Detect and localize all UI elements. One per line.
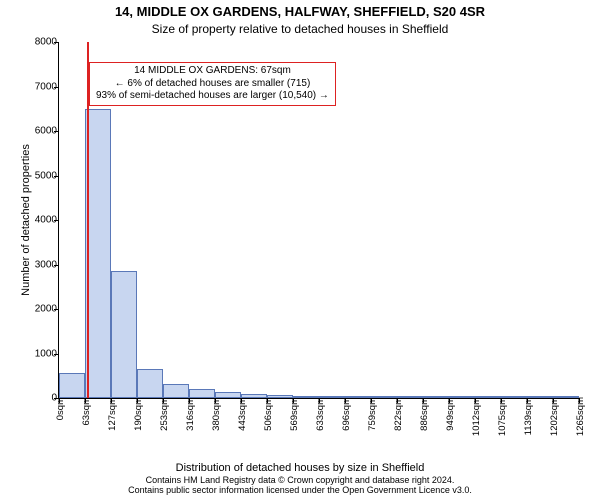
x-tick-label: 696sqm (341, 379, 352, 425)
histogram-bar (59, 373, 85, 398)
histogram-bar (189, 389, 215, 398)
x-tick-label: 506sqm (263, 379, 274, 425)
y-tick-mark (54, 265, 59, 266)
x-tick-label: 759sqm (367, 379, 378, 425)
x-tick-label: 949sqm (445, 379, 456, 425)
histogram-bar (85, 109, 111, 398)
histogram-bar (397, 396, 423, 398)
histogram-bar (371, 396, 397, 398)
histogram-bar (527, 396, 553, 398)
y-tick-mark (54, 309, 59, 310)
histogram-bar (423, 396, 449, 398)
x-tick-label: 380sqm (211, 379, 222, 425)
x-tick-label: 569sqm (289, 379, 300, 425)
y-axis-label: Number of detached properties (20, 144, 32, 296)
annotation-line1: 14 MIDDLE OX GARDENS: 67sqm (96, 65, 329, 78)
histogram-bar (215, 392, 241, 398)
x-tick-label: 633sqm (315, 379, 326, 425)
histogram-bar (553, 396, 579, 398)
histogram-bar (319, 396, 345, 398)
y-tick-mark (54, 87, 59, 88)
x-tick-label: 886sqm (419, 379, 430, 425)
histogram-bar (501, 396, 527, 398)
x-axis-label: Distribution of detached houses by size … (0, 462, 600, 474)
figure: 14, MIDDLE OX GARDENS, HALFWAY, SHEFFIEL… (0, 0, 600, 500)
y-tick-mark (54, 354, 59, 355)
y-tick-mark (54, 131, 59, 132)
y-tick-mark (54, 220, 59, 221)
y-tick-mark (54, 176, 59, 177)
histogram-bar (475, 396, 501, 398)
x-tick-label: 1265sqm (575, 379, 586, 425)
histogram-bar (111, 271, 137, 398)
histogram-bar (293, 396, 319, 398)
y-tick-mark (54, 42, 59, 43)
annotation-line2: ← 6% of detached houses are smaller (715… (96, 78, 329, 91)
footer-credits: Contains HM Land Registry data © Crown c… (0, 476, 600, 496)
histogram-bar (267, 395, 293, 398)
annotation-line3: 93% of semi-detached houses are larger (… (96, 90, 329, 103)
annotation-box: 14 MIDDLE OX GARDENS: 67sqm ← 6% of deta… (89, 62, 336, 106)
chart-title-line2: Size of property relative to detached ho… (0, 22, 600, 36)
histogram-bar (241, 394, 267, 398)
x-tick-label: 822sqm (393, 379, 404, 425)
x-tick-label: 1075sqm (497, 379, 508, 425)
histogram-bar (449, 396, 475, 398)
histogram-bar (163, 384, 189, 398)
histogram-bar (345, 396, 371, 398)
x-tick-label: 1139sqm (523, 379, 534, 425)
chart-title-line1: 14, MIDDLE OX GARDENS, HALFWAY, SHEFFIEL… (0, 4, 600, 19)
x-tick-label: 1202sqm (549, 379, 560, 425)
plot-area: 0100020003000400050006000700080000sqm63s… (58, 42, 579, 399)
footer-line2: Contains public sector information licen… (0, 486, 600, 496)
histogram-bar (137, 369, 163, 398)
x-tick-label: 1012sqm (471, 379, 482, 425)
x-tick-label: 443sqm (237, 379, 248, 425)
